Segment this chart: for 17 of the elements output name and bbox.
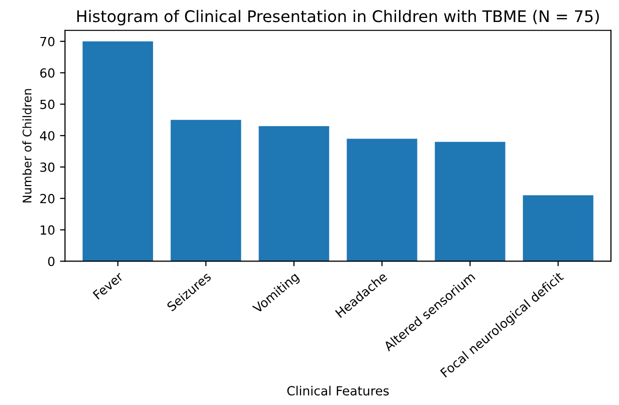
bar <box>170 120 242 262</box>
y-tick-label: 20 <box>40 194 54 204</box>
y-tick-label: 60 <box>40 68 54 78</box>
y-axis-title: Number of Children <box>22 89 32 202</box>
chart-title: Histogram of Clinical Presentation in Children with TBME (N = 75) <box>77 10 599 26</box>
bar <box>82 41 154 262</box>
y-tick-label: 40 <box>40 131 54 141</box>
bar <box>434 142 506 262</box>
y-tick-label: 10 <box>40 225 54 235</box>
y-tick-label: 70 <box>40 36 54 46</box>
y-tick-label: 50 <box>40 100 54 110</box>
bar <box>522 195 594 262</box>
bar <box>258 126 330 262</box>
y-tick-label: 0 <box>48 256 54 266</box>
y-tick-label: 30 <box>40 162 54 172</box>
bar <box>346 138 418 262</box>
x-axis-title: Clinical Features <box>287 386 389 396</box>
